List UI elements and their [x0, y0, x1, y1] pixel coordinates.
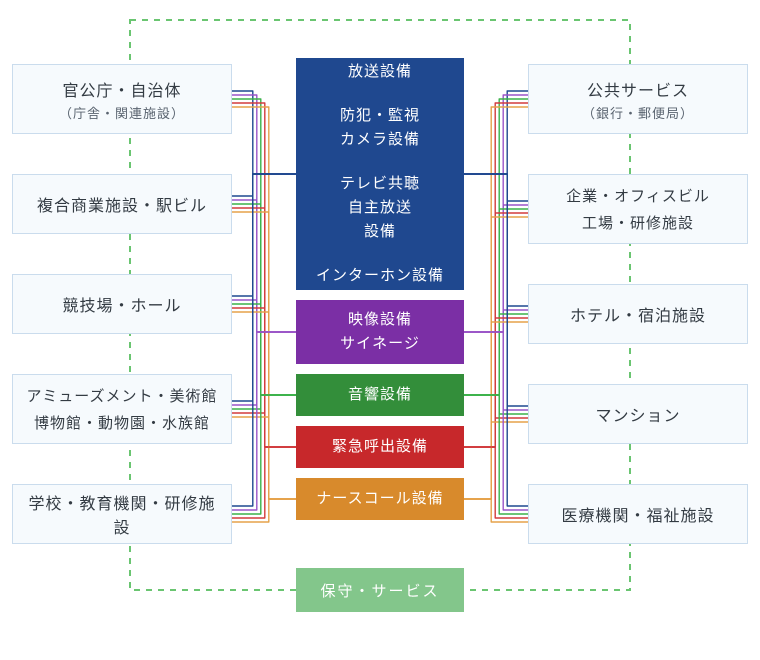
right-box-3: マンション	[528, 384, 748, 444]
label: アミューズメント・美術館	[27, 385, 218, 406]
left-box-2: 競技場・ホール	[12, 274, 232, 334]
diagram-stage: 官公庁・自治体 （庁舎・関連施設） 複合商業施設・駅ビル競技場・ホールアミューズメン…	[0, 0, 760, 660]
label: 競技場・ホール	[62, 292, 181, 316]
label: 工場・研修施設	[582, 212, 694, 233]
center-box-4: ナースコール設備	[296, 478, 464, 520]
center-label: テレビ共聴自主放送設備	[296, 162, 464, 254]
sublabel: （銀行・郵便局）	[582, 103, 694, 122]
center-label: インターホン設備	[296, 254, 464, 298]
label: 公共サービス	[587, 77, 689, 101]
left-box-0: 官公庁・自治体 （庁舎・関連施設）	[12, 64, 232, 134]
center-box-2: 音響設備	[296, 374, 464, 416]
label: 官公庁・自治体	[62, 77, 181, 101]
right-box-0: 公共サービス （銀行・郵便局）	[528, 64, 748, 134]
label: 学校・教育機関・研修施設	[21, 490, 223, 538]
label: 企業・オフィスビル	[566, 185, 710, 206]
center-label: ナースコール設備	[296, 477, 464, 521]
center-label: 防犯・監視カメラ設備	[296, 94, 464, 162]
center-box-3: 緊急呼出設備	[296, 426, 464, 468]
label: ホテル・宿泊施設	[570, 302, 706, 326]
center-box-1: 映像設備サイネージ	[296, 300, 464, 364]
sublabel: （庁舎・関連施設）	[59, 103, 185, 122]
label: 複合商業施設・駅ビル	[37, 192, 207, 216]
right-box-2: ホテル・宿泊施設	[528, 284, 748, 344]
right-box-4: 医療機関・福祉施設	[528, 484, 748, 544]
left-box-3: アミューズメント・美術館博物館・動物園・水族館	[12, 374, 232, 444]
bottom-service-box: 保守・サービス	[296, 568, 464, 612]
label: 医療機関・福祉施設	[561, 502, 714, 526]
label: マンション	[595, 402, 680, 426]
right-box-1: 企業・オフィスビル工場・研修施設	[528, 174, 748, 244]
center-box-0: 放送設備防犯・監視カメラ設備テレビ共聴自主放送設備インターホン設備	[296, 58, 464, 290]
center-label: 映像設備サイネージ	[296, 298, 464, 366]
center-label: 緊急呼出設備	[296, 425, 464, 469]
center-label: 音響設備	[296, 373, 464, 417]
label: 博物館・動物園・水族館	[34, 412, 210, 433]
center-label: 放送設備	[296, 50, 464, 94]
left-box-4: 学校・教育機関・研修施設	[12, 484, 232, 544]
left-box-1: 複合商業施設・駅ビル	[12, 174, 232, 234]
